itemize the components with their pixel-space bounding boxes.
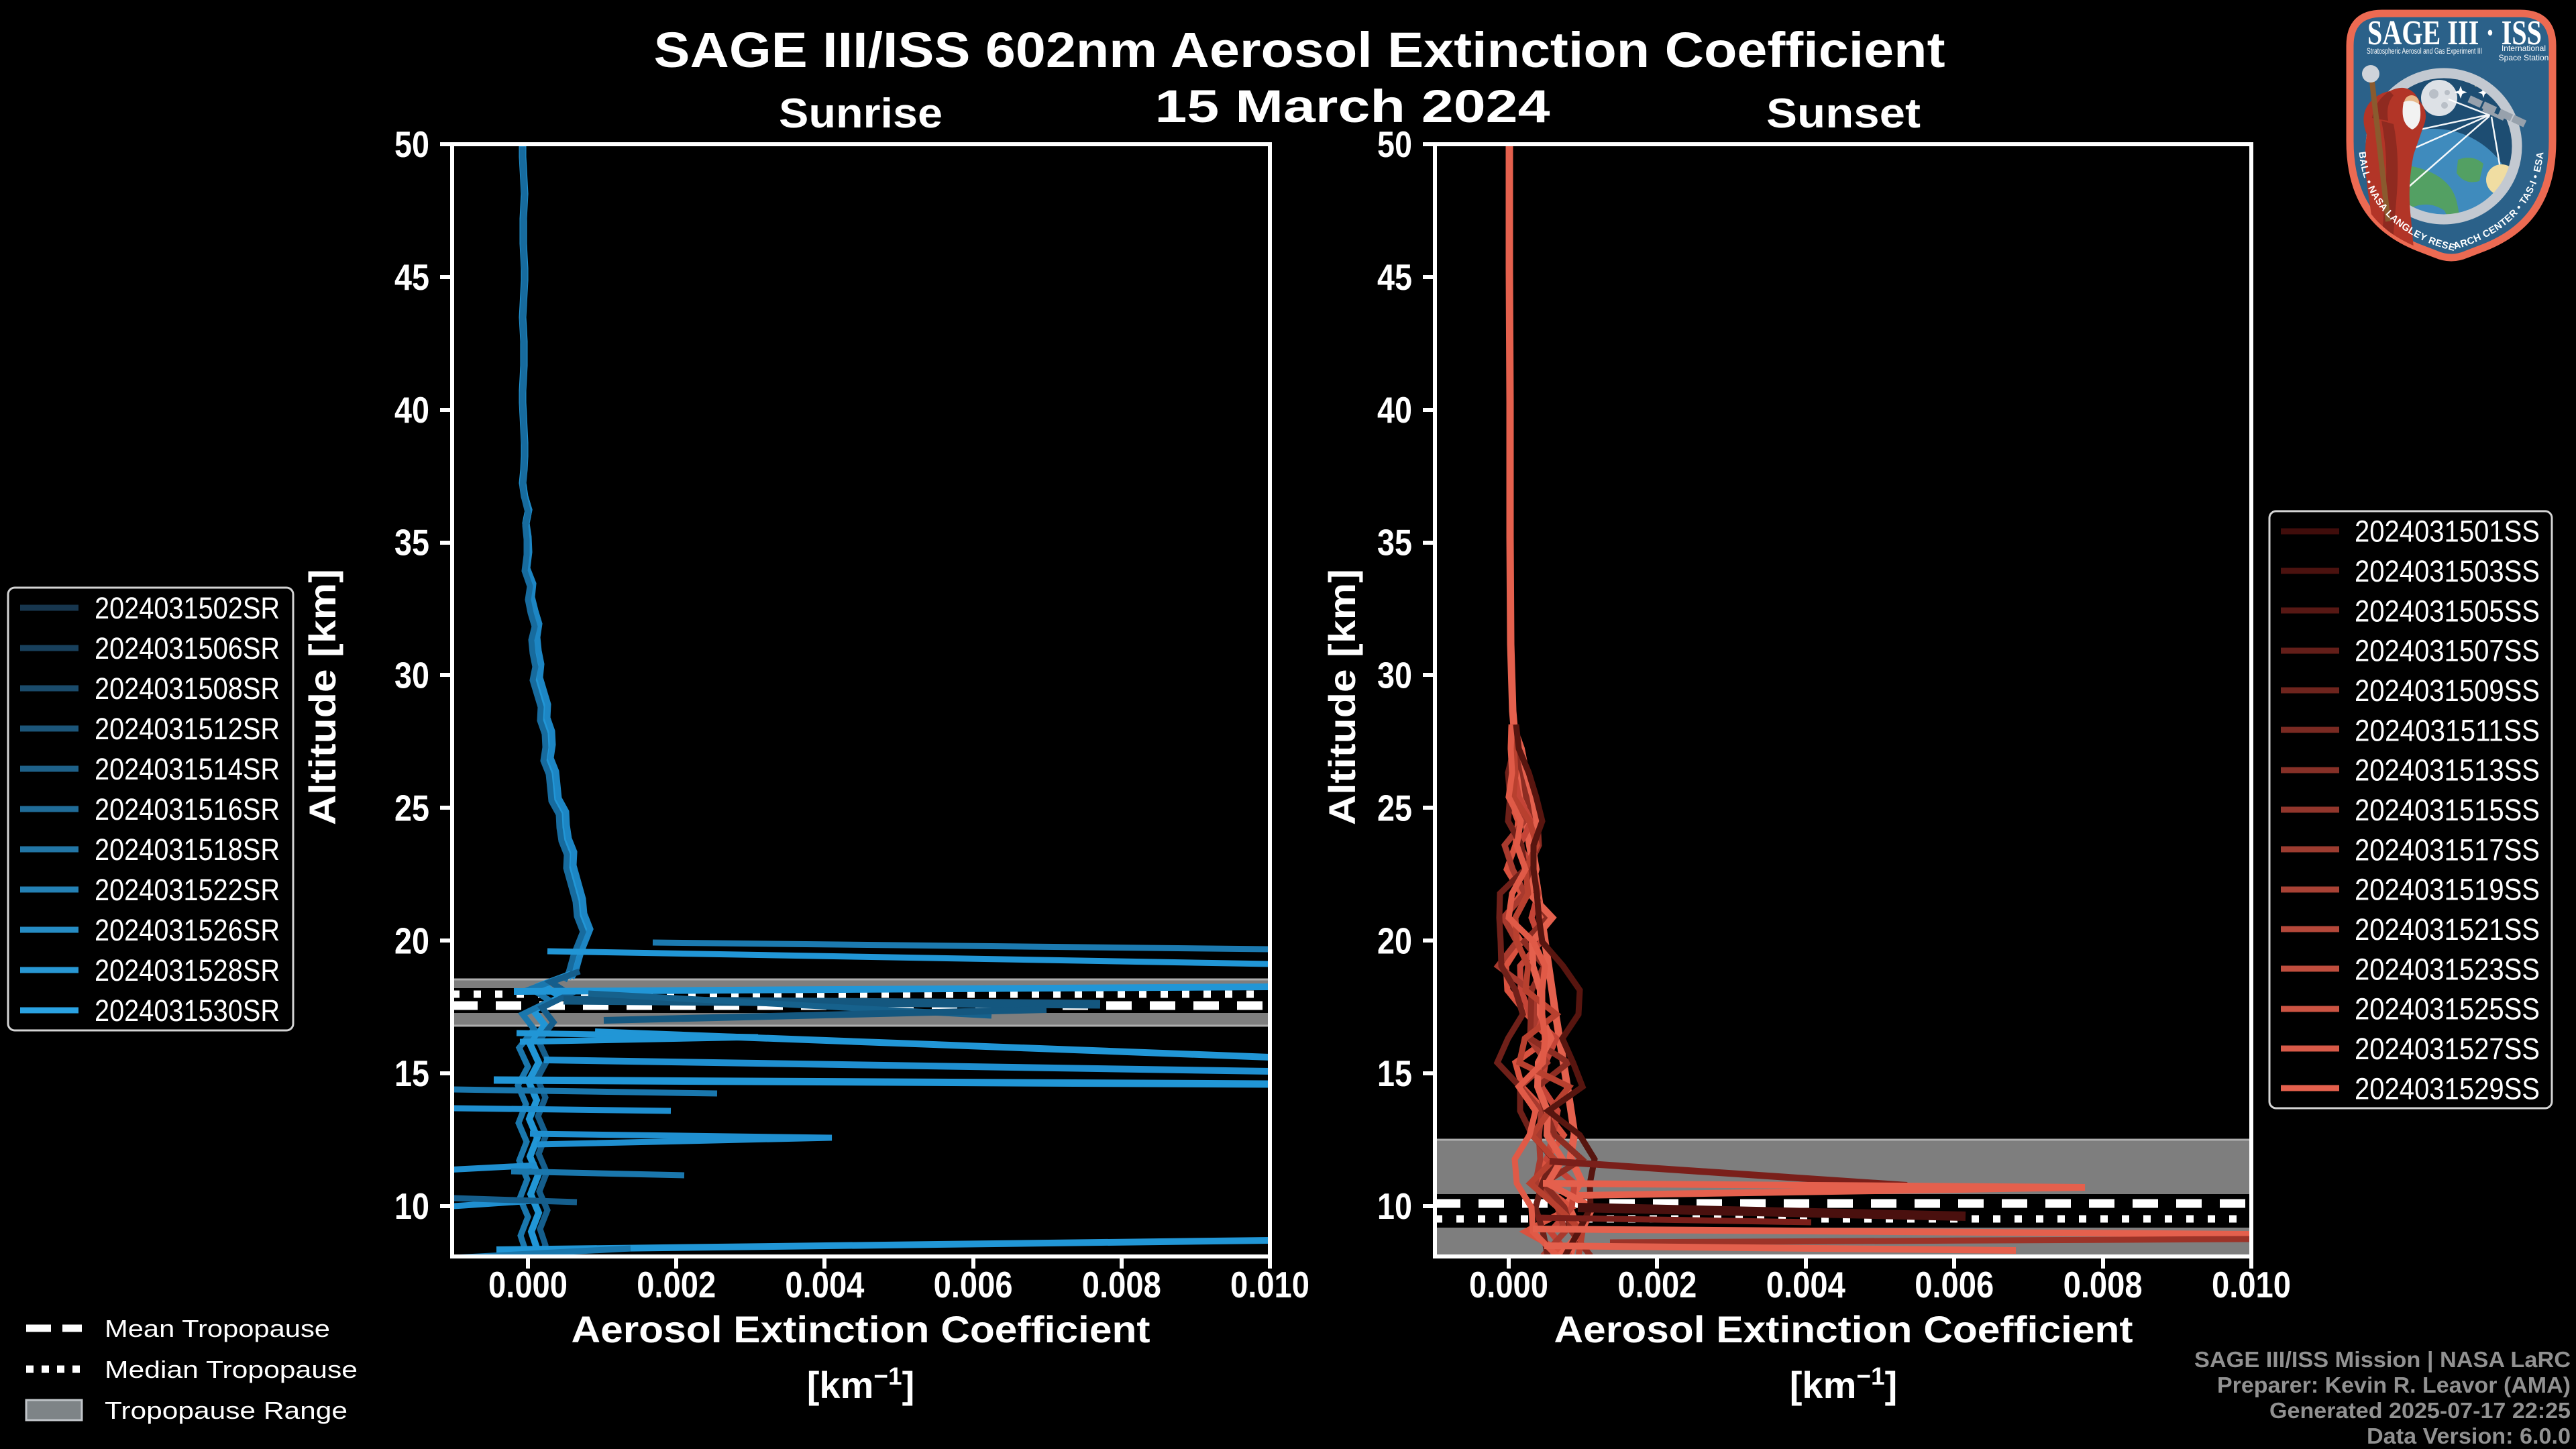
svg-text:2024031518SR: 2024031518SR [95,833,280,867]
svg-text:2024031501SS: 2024031501SS [2355,515,2540,549]
svg-text:[km−1]: [km−1] [807,1362,914,1406]
svg-text:Preparer: Kevin R. Leavor (AMA: Preparer: Kevin R. Leavor (AMA) [2217,1373,2571,1397]
svg-text:2024031527SS: 2024031527SS [2355,1032,2540,1066]
svg-text:0.000: 0.000 [488,1264,568,1305]
svg-text:Sunset: Sunset [1766,91,1921,137]
svg-text:2024031515SS: 2024031515SS [2355,793,2540,827]
svg-text:10: 10 [1377,1185,1412,1227]
svg-text:Median Tropopause: Median Tropopause [105,1356,358,1383]
svg-text:Stratospheric Aerosol and Gas: Stratospheric Aerosol and Gas Experiment… [2367,48,2482,56]
svg-text:SAGE III/ISS 602nm Aerosol Ext: SAGE III/ISS 602nm Aerosol Extinction Co… [654,22,1945,78]
svg-text:2024031503SS: 2024031503SS [2355,554,2540,588]
svg-text:0.010: 0.010 [2212,1264,2291,1305]
svg-text:45: 45 [1377,256,1412,298]
svg-text:Space Station: Space Station [2499,53,2549,62]
svg-text:2024031506SR: 2024031506SR [95,631,280,665]
svg-text:0.002: 0.002 [1617,1264,1697,1305]
svg-text:20: 20 [394,920,429,961]
svg-text:2024031521SS: 2024031521SS [2355,912,2540,947]
svg-text:SAGE III/ISS Mission | NASA La: SAGE III/ISS Mission | NASA LaRC [2194,1347,2571,1372]
svg-text:2024031513SS: 2024031513SS [2355,753,2540,788]
svg-text:Sunrise: Sunrise [779,91,943,137]
svg-text:25: 25 [1377,787,1412,828]
svg-text:2024031517SS: 2024031517SS [2355,833,2540,867]
svg-text:2024031529SS: 2024031529SS [2355,1071,2540,1106]
svg-text:2024031502SR: 2024031502SR [95,591,280,625]
svg-text:2024031523SS: 2024031523SS [2355,952,2540,986]
svg-text:2024031514SR: 2024031514SR [95,752,280,786]
svg-text:0.010: 0.010 [1230,1264,1309,1305]
svg-text:SAGE III · ISS: SAGE III · ISS [2367,14,2542,52]
svg-text:15 March 2024: 15 March 2024 [1155,80,1550,132]
svg-text:0.006: 0.006 [934,1264,1013,1305]
svg-text:40: 40 [394,389,429,431]
svg-text:0.000: 0.000 [1469,1264,1548,1305]
svg-text:Generated 2025-07-17 22:25: Generated 2025-07-17 22:25 [2269,1398,2571,1423]
svg-text:2024031519SS: 2024031519SS [2355,873,2540,907]
svg-text:40: 40 [1377,389,1412,431]
svg-text:Altitude [km]: Altitude [km] [301,569,343,825]
svg-text:0.008: 0.008 [1082,1264,1161,1305]
svg-text:15: 15 [1377,1053,1412,1094]
svg-text:30: 30 [1377,655,1412,696]
svg-text:2024031522SR: 2024031522SR [95,873,280,907]
svg-text:2024031507SS: 2024031507SS [2355,634,2540,668]
svg-text:30: 30 [394,655,429,696]
svg-text:Altitude [km]: Altitude [km] [1321,569,1363,825]
svg-text:Aerosol Extinction Coefficient: Aerosol Extinction Coefficient [572,1308,1150,1350]
svg-text:2024031512SR: 2024031512SR [95,712,280,746]
svg-text:15: 15 [394,1053,429,1094]
svg-text:2024031505SS: 2024031505SS [2355,594,2540,628]
svg-text:2024031516SR: 2024031516SR [95,792,280,826]
svg-text:International: International [2502,44,2546,53]
svg-text:0.006: 0.006 [1915,1264,1994,1305]
svg-text:Mean Tropopause: Mean Tropopause [105,1315,330,1342]
svg-text:2024031528SR: 2024031528SR [95,953,280,987]
svg-text:2024031509SS: 2024031509SS [2355,674,2540,708]
svg-text:50: 50 [1377,123,1412,165]
svg-text:10: 10 [394,1185,429,1227]
svg-text:2024031511SS: 2024031511SS [2355,713,2540,747]
svg-text:0.004: 0.004 [785,1264,864,1305]
svg-text:45: 45 [394,256,429,298]
svg-text:Tropopause Range: Tropopause Range [105,1397,347,1424]
svg-text:2024031530SR: 2024031530SR [95,994,280,1028]
svg-text:0.008: 0.008 [2063,1264,2143,1305]
svg-text:20: 20 [1377,920,1412,961]
svg-text:35: 35 [1377,522,1412,564]
svg-text:2024031508SR: 2024031508SR [95,672,280,706]
svg-text:2024031526SR: 2024031526SR [95,913,280,947]
svg-text:0.004: 0.004 [1766,1264,1845,1305]
svg-text:0.002: 0.002 [637,1264,716,1305]
svg-text:Aerosol Extinction Coefficient: Aerosol Extinction Coefficient [1554,1308,2133,1350]
svg-text:25: 25 [394,787,429,828]
svg-text:Data Version: 6.0.0: Data Version: 6.0.0 [2367,1424,2571,1448]
svg-text:2024031525SS: 2024031525SS [2355,992,2540,1026]
svg-text:35: 35 [394,522,429,564]
svg-text:50: 50 [394,123,429,165]
